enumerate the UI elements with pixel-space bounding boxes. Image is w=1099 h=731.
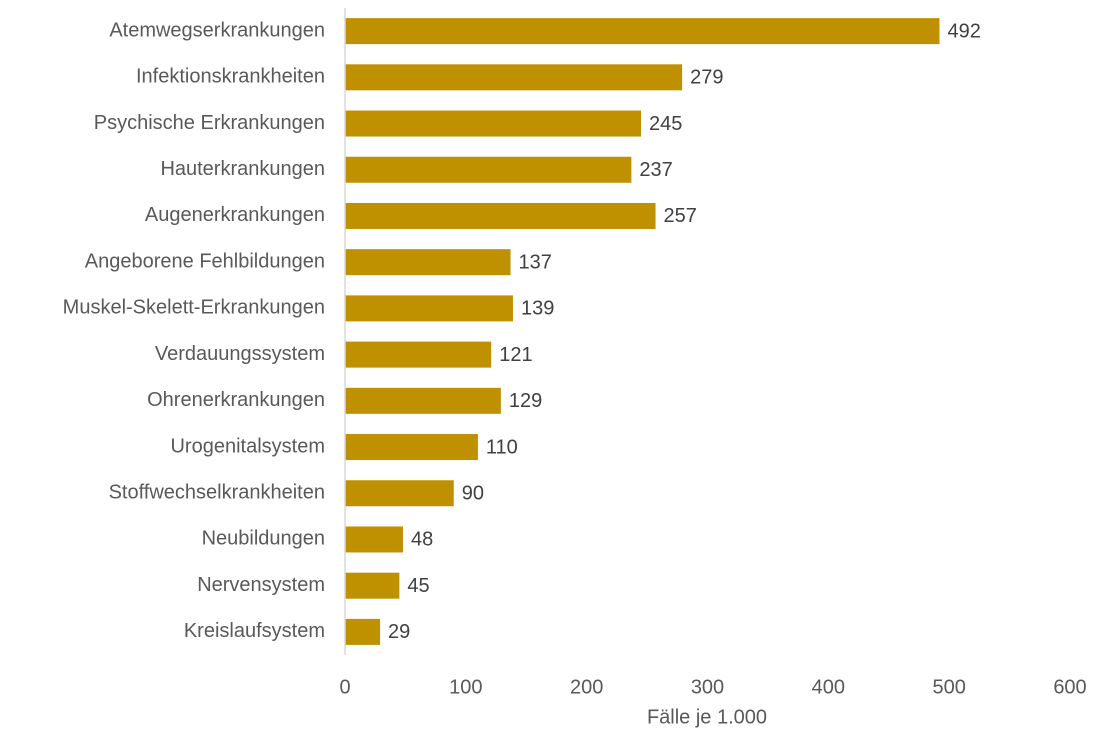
bar	[345, 64, 683, 91]
y-tick-label: Augenerkrankungen	[145, 204, 325, 226]
y-tick-label: Urogenitalsystem	[170, 435, 325, 457]
value-label: 129	[509, 390, 542, 412]
value-label: 110	[486, 436, 518, 458]
value-label: 45	[407, 575, 429, 597]
y-tick-label: Kreislaufsystem	[184, 620, 325, 642]
x-tick-label: 300	[691, 676, 724, 698]
bar	[345, 249, 511, 276]
x-tick-label: 500	[932, 676, 965, 698]
bar	[345, 434, 478, 461]
y-tick-label: Nervensystem	[197, 574, 325, 596]
x-tick-label: 100	[449, 676, 482, 698]
value-label: 90	[462, 483, 484, 505]
bar	[345, 526, 403, 553]
y-tick-label: Verdauungssystem	[155, 343, 325, 365]
y-tick-label: Neubildungen	[202, 528, 325, 550]
bar	[345, 341, 492, 368]
x-tick-label: 600	[1053, 676, 1086, 698]
value-label: 237	[639, 159, 672, 181]
y-tick-label: Angeborene Fehlbildungen	[85, 250, 325, 272]
bar	[345, 618, 381, 645]
bar	[345, 295, 513, 322]
y-tick-label: Hauterkrankungen	[160, 158, 325, 180]
value-label: 29	[388, 621, 410, 643]
y-tick-label: Stoffwechselkrankheiten	[109, 482, 325, 504]
value-label: 121	[499, 344, 532, 366]
y-tick-label: Infektionskrankheiten	[136, 66, 325, 88]
y-tick-label: Atemwegserkrankungen	[109, 19, 325, 41]
bar	[345, 156, 632, 183]
value-label: 492	[948, 20, 981, 42]
x-tick-label: 400	[812, 676, 845, 698]
x-axis-label: Fälle je 1.000	[647, 706, 767, 728]
bar	[345, 110, 642, 137]
y-tick-label: Muskel-Skelett-Erkrankungen	[63, 297, 325, 319]
bar	[345, 572, 400, 599]
value-label: 139	[521, 298, 554, 320]
value-label: 137	[519, 251, 552, 273]
bar	[345, 202, 656, 229]
x-tick-label: 0	[339, 676, 350, 698]
x-tick-label: 200	[570, 676, 603, 698]
bar	[345, 480, 454, 507]
y-tick-label: Ohrenerkrankungen	[147, 389, 325, 411]
bar	[345, 387, 501, 414]
bar	[345, 18, 940, 45]
value-label: 48	[411, 529, 433, 551]
y-tick-label: Psychische Erkrankungen	[94, 112, 325, 134]
value-label: 257	[664, 205, 697, 227]
value-label: 245	[649, 113, 682, 135]
value-label: 279	[690, 67, 723, 89]
